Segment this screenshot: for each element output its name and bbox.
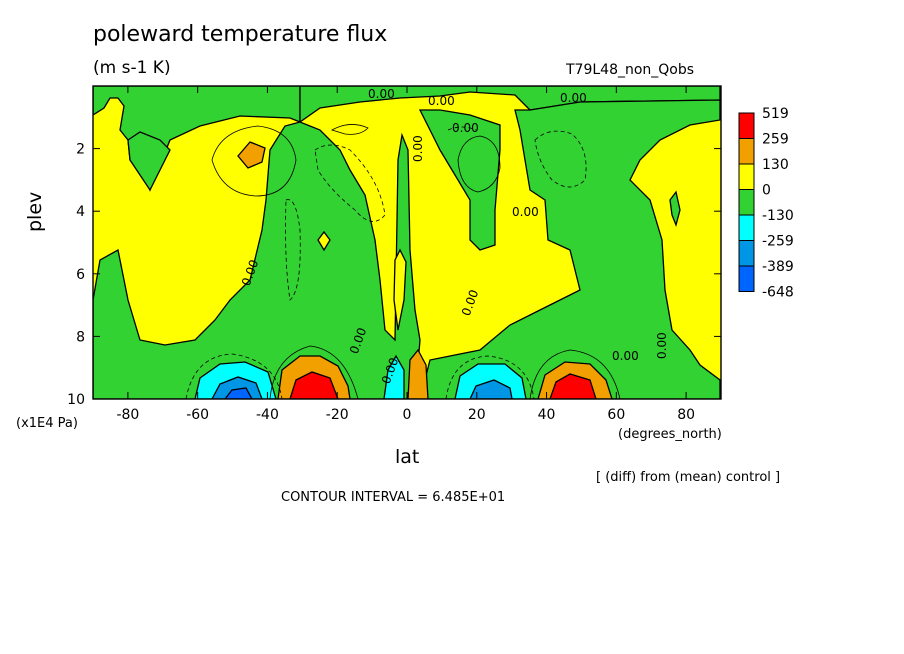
legend-level-label: -648 — [762, 285, 794, 301]
zero-contour-label: 0.00 — [428, 94, 455, 108]
zero-contour-label: 0.00 — [452, 121, 479, 135]
diff-note: [ (diff) from (mean) control ] — [596, 470, 781, 485]
y-tick-label: 2 — [76, 142, 85, 158]
x-tick-label: 0 — [403, 407, 412, 423]
legend-level-label: -389 — [762, 259, 794, 275]
legend-swatch — [738, 112, 755, 139]
y-axis-units: (x1E4 Pa) — [16, 416, 78, 431]
x-axis-ticks: -80 -60 -40 -20 0 20 40 60 80 — [116, 86, 695, 423]
region-orange-upper-left — [237, 141, 266, 169]
region-green-inner-right — [418, 109, 501, 251]
x-tick-label: 60 — [607, 407, 625, 423]
contour-line-negative-6 — [447, 126, 477, 131]
legend-level-label: 130 — [762, 157, 789, 173]
legend-swatch — [738, 163, 755, 190]
y-tick-label: 6 — [76, 267, 85, 283]
contour-line-negative-4 — [185, 353, 283, 399]
legend-level-label: 519 — [762, 106, 789, 122]
region-green-center-right — [419, 99, 721, 399]
zero-contour-label: 0.00 — [560, 91, 587, 105]
contour-line-negative-1 — [314, 144, 386, 222]
region-green-left-tongue — [93, 121, 421, 399]
x-axis-label: lat — [395, 446, 420, 468]
contour-line-positive-2 — [457, 135, 501, 193]
y-tick-label: 10 — [67, 392, 85, 408]
chart-title: poleward temperature flux — [93, 22, 388, 47]
x-tick-label: 40 — [538, 407, 556, 423]
legend-swatch — [738, 240, 755, 267]
region-red-north — [549, 373, 597, 399]
run-name: T79L48_non_Qobs — [566, 62, 695, 78]
x-tick-label: -20 — [326, 407, 349, 423]
zero-contour-label: 0.00 — [655, 332, 669, 359]
y-tick-label: 4 — [76, 204, 85, 220]
y-tick-label: 8 — [76, 329, 85, 345]
contour-line-positive-1 — [211, 125, 297, 197]
region-darkblue-south — [224, 387, 253, 399]
x-tick-label: -40 — [256, 407, 279, 423]
legend-level-label: 259 — [762, 132, 789, 148]
x-axis-units: (degrees_north) — [618, 427, 722, 442]
legend-swatch — [738, 214, 755, 241]
region-red-south — [289, 371, 339, 399]
legend-level-label: -259 — [762, 234, 794, 250]
chart-units: (m s-1 K) — [93, 58, 171, 78]
contour-line-negative-5 — [445, 355, 535, 399]
legend-swatch — [738, 189, 755, 216]
x-tick-label: -80 — [116, 407, 139, 423]
contour-interval: CONTOUR INTERVAL = 6.485E+01 — [281, 490, 506, 505]
y-axis-ticks: 2 4 6 8 10 — [67, 142, 721, 408]
region-yellow-center-core — [393, 248, 407, 331]
contour-line-negative-3 — [285, 199, 301, 301]
legend-level-label: 0 — [762, 183, 771, 199]
legend-level-label: -130 — [762, 208, 794, 224]
contour-line-positive-3 — [330, 124, 369, 135]
region-blue-north — [469, 379, 513, 399]
legend-swatch — [738, 265, 755, 292]
zero-contour-label: 0.00 — [368, 87, 395, 101]
contour-line-positive-5 — [529, 349, 621, 399]
region-green-left-island — [127, 131, 171, 192]
contour-line-positive-4 — [269, 345, 359, 399]
x-tick-label: 20 — [468, 407, 486, 423]
legend-swatch — [738, 138, 755, 165]
zero-contour-label: 0.00 — [411, 135, 425, 162]
region-yellow-left-island — [317, 230, 331, 252]
region-orange-equator — [407, 348, 429, 399]
contour-field — [93, 86, 721, 399]
region-cyan-equator — [383, 354, 405, 399]
x-tick-label: 80 — [677, 407, 695, 423]
color-legend: 519 259 130 0 -130 -259 -389 -648 — [738, 106, 794, 301]
zero-contour-label: 0.00 — [512, 205, 539, 219]
region-green-right-sliver — [669, 190, 681, 228]
x-tick-label: -60 — [186, 407, 209, 423]
zero-contour-label: 0.00 — [612, 349, 639, 363]
